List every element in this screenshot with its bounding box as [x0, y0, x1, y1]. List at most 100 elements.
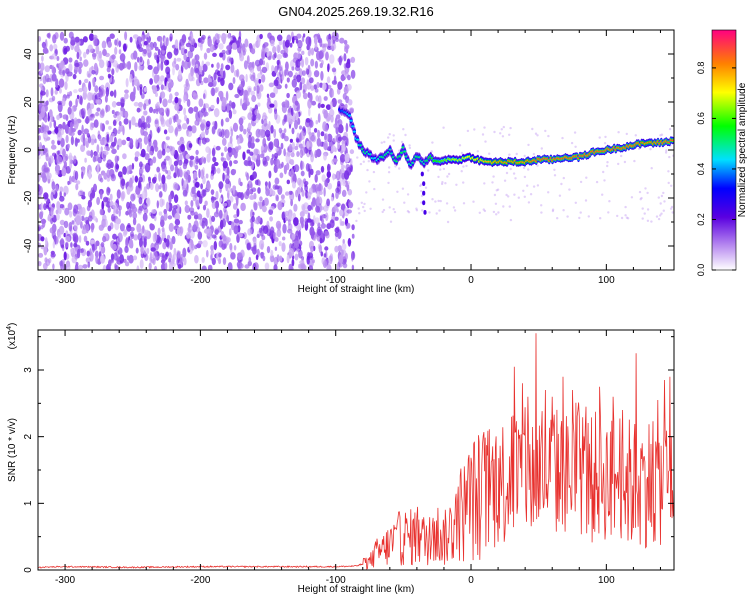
- noise-cell: [38, 36, 42, 42]
- noise-cell: [300, 130, 305, 141]
- noise-cell: [293, 164, 300, 173]
- noise-cell: [73, 89, 78, 94]
- noise-cell: [320, 223, 326, 229]
- noise-cell: [222, 137, 227, 146]
- noise-cell: [257, 180, 261, 187]
- noise-cell: [236, 234, 240, 243]
- noise-cell: [290, 199, 293, 207]
- noise-dot: [408, 146, 412, 150]
- noise-cell: [39, 97, 43, 105]
- noise-dot: [503, 179, 507, 182]
- noise-cell: [307, 191, 312, 198]
- noise-cell: [260, 145, 265, 151]
- noise-cell: [304, 209, 309, 215]
- noise-cell: [307, 98, 312, 109]
- noise-cell: [296, 187, 301, 195]
- noise-cell: [292, 233, 296, 240]
- noise-dot: [601, 193, 604, 196]
- noise-cell: [270, 124, 274, 134]
- noise-dot: [420, 189, 423, 193]
- noise-cell: [104, 95, 108, 103]
- x-tick-label: 0: [468, 275, 474, 286]
- noise-cell: [269, 226, 275, 236]
- noise-cell: [205, 173, 209, 179]
- noise-cell: [187, 50, 194, 59]
- noise-dot: [547, 191, 550, 194]
- noise-cell: [216, 167, 221, 174]
- noise-dot: [509, 218, 513, 222]
- noise-cell: [223, 206, 227, 213]
- noise-cell: [55, 209, 59, 215]
- noise-dot: [442, 126, 445, 129]
- noise-cell: [142, 190, 147, 200]
- noise-cell: [319, 62, 323, 69]
- noise-dot: [602, 170, 605, 174]
- noise-cell: [281, 132, 284, 140]
- noise-cell: [118, 121, 122, 126]
- noise-cell: [120, 178, 126, 186]
- noise-cell: [330, 145, 336, 153]
- noise-cell: [183, 257, 187, 266]
- noise-cell: [105, 86, 110, 97]
- noise-cell: [50, 144, 57, 150]
- noise-dot: [501, 135, 505, 138]
- noise-dot: [505, 193, 508, 197]
- noise-cell: [334, 245, 339, 253]
- noise-cell: [291, 66, 295, 71]
- noise-dot: [625, 132, 628, 136]
- x-tick-label: -200: [190, 575, 210, 586]
- noise-cell: [268, 120, 271, 131]
- noise-cell: [94, 138, 97, 144]
- noise-cell: [319, 82, 323, 88]
- noise-cell: [259, 196, 263, 202]
- noise-cell: [81, 215, 85, 222]
- noise-cell: [288, 171, 292, 177]
- snr-ticks: -300 -200 -100 0 100 0 1 2 3: [23, 330, 674, 586]
- noise-cell: [38, 192, 42, 198]
- spectrogram-y-axis-label: Frequency (Hz): [7, 116, 18, 185]
- noise-cell: [128, 238, 134, 249]
- noise-cell: [331, 89, 335, 98]
- noise-cell: [40, 202, 43, 212]
- noise-cell: [100, 122, 103, 131]
- noise-cell: [198, 240, 203, 245]
- noise-cell: [139, 182, 143, 191]
- noise-cell: [218, 252, 222, 258]
- noise-dot: [668, 127, 672, 131]
- noise-cell: [131, 162, 135, 170]
- noise-cell: [269, 103, 275, 108]
- noise-cell: [44, 65, 51, 73]
- noise-cell: [335, 126, 339, 135]
- noise-cell: [282, 119, 285, 126]
- noise-cell: [191, 186, 196, 195]
- noise-dot: [389, 220, 393, 223]
- noise-cell: [195, 63, 199, 69]
- noise-dot: [462, 165, 465, 168]
- noise-cell: [233, 225, 239, 235]
- noise-cell: [310, 85, 315, 91]
- noise-cell: [302, 92, 308, 100]
- noise-dot: [421, 209, 424, 212]
- noise-dot: [458, 144, 462, 147]
- noise-cell: [271, 153, 275, 160]
- noise-cell: [149, 182, 154, 190]
- noise-cell: [165, 251, 169, 257]
- noise-dot: [424, 186, 428, 189]
- noise-cell: [128, 179, 133, 187]
- noise-cell: [259, 129, 265, 139]
- noise-dot: [603, 179, 606, 182]
- noise-cell: [271, 65, 275, 73]
- noise-cell: [60, 137, 65, 148]
- noise-cell: [43, 167, 49, 173]
- noise-cell: [154, 215, 157, 222]
- noise-dot: [499, 132, 502, 135]
- noise-cell: [116, 101, 122, 106]
- noise-cell: [122, 166, 127, 175]
- noise-cell: [291, 258, 295, 267]
- noise-cell: [326, 264, 332, 270]
- noise-cell: [335, 191, 339, 199]
- noise-cell: [118, 208, 121, 217]
- noise-cell: [154, 231, 158, 242]
- noise-cell: [225, 49, 231, 56]
- noise-dot: [532, 152, 536, 156]
